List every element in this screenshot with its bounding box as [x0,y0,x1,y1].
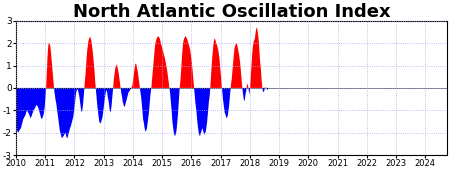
Title: North Atlantic Oscillation Index: North Atlantic Oscillation Index [73,3,391,21]
